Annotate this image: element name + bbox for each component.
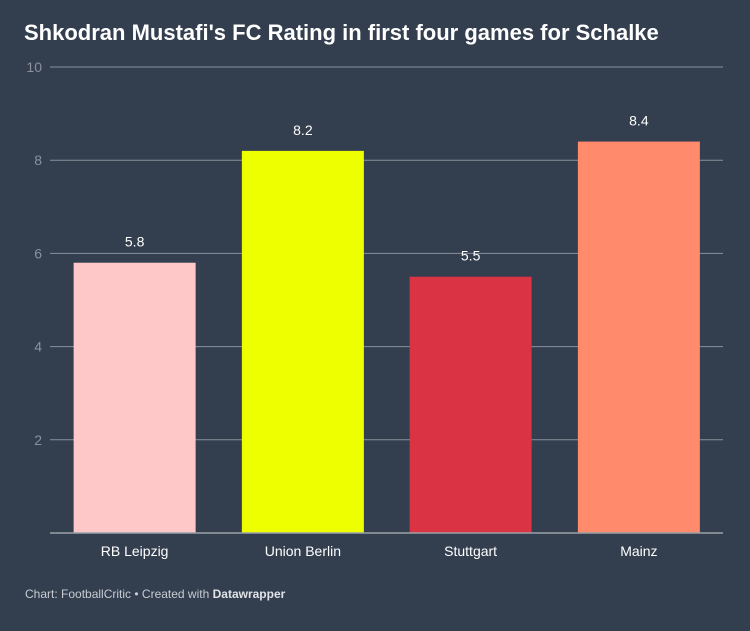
data-label: 5.8 xyxy=(125,234,145,250)
bar-rb-leipzig xyxy=(73,262,196,533)
data-label: 8.4 xyxy=(629,113,649,129)
y-tick-label: 10 xyxy=(26,59,42,75)
chart-title: Shkodran Mustafi's FC Rating in first fo… xyxy=(24,20,659,45)
bar-stuttgart xyxy=(409,276,532,533)
bar-union-berlin xyxy=(241,150,364,533)
x-tick-label: Mainz xyxy=(620,543,657,559)
chart-footer: Chart: FootballCritic • Created with Dat… xyxy=(25,587,285,601)
y-tick-label: 4 xyxy=(34,339,42,355)
data-label: 8.2 xyxy=(293,122,313,138)
y-tick-label: 2 xyxy=(34,432,42,448)
x-tick-label: Stuttgart xyxy=(444,543,497,559)
source-text: Chart: FootballCritic • Created with xyxy=(25,587,213,601)
bar-mainz xyxy=(577,141,700,533)
x-tick-label: RB Leipzig xyxy=(101,543,169,559)
x-tick-label: Union Berlin xyxy=(265,543,341,559)
y-tick-label: 8 xyxy=(34,152,42,168)
datawrapper-link[interactable]: Datawrapper xyxy=(212,587,286,601)
y-tick-label: 6 xyxy=(34,245,42,261)
data-label: 5.5 xyxy=(461,248,481,264)
